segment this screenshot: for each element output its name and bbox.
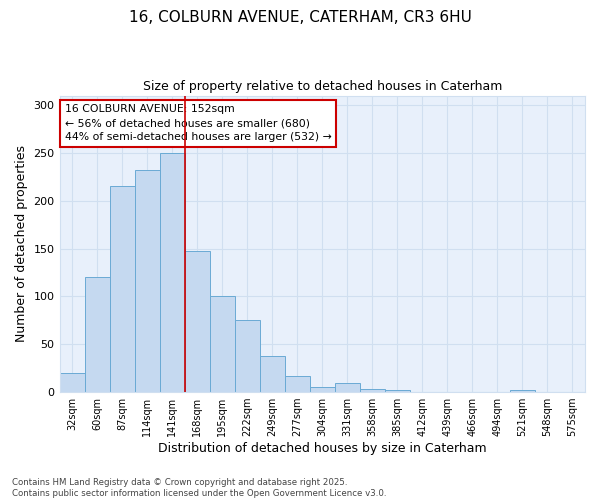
Bar: [134, 170, 160, 392]
Bar: [285, 376, 310, 392]
Bar: [235, 320, 260, 392]
Text: 16 COLBURN AVENUE: 152sqm
← 56% of detached houses are smaller (680)
44% of semi: 16 COLBURN AVENUE: 152sqm ← 56% of detac…: [65, 104, 332, 142]
Text: Contains HM Land Registry data © Crown copyright and database right 2025.
Contai: Contains HM Land Registry data © Crown c…: [12, 478, 386, 498]
Bar: [510, 390, 535, 392]
Bar: [335, 382, 360, 392]
Bar: [260, 356, 285, 392]
Bar: [209, 296, 235, 392]
Title: Size of property relative to detached houses in Caterham: Size of property relative to detached ho…: [143, 80, 502, 93]
Bar: [160, 153, 185, 392]
Bar: [360, 389, 385, 392]
Bar: [85, 278, 110, 392]
Text: 16, COLBURN AVENUE, CATERHAM, CR3 6HU: 16, COLBURN AVENUE, CATERHAM, CR3 6HU: [128, 10, 472, 25]
Bar: [59, 373, 85, 392]
Bar: [310, 388, 335, 392]
Bar: [110, 186, 134, 392]
Bar: [385, 390, 410, 392]
Bar: [185, 250, 209, 392]
X-axis label: Distribution of detached houses by size in Caterham: Distribution of detached houses by size …: [158, 442, 487, 455]
Y-axis label: Number of detached properties: Number of detached properties: [15, 146, 28, 342]
